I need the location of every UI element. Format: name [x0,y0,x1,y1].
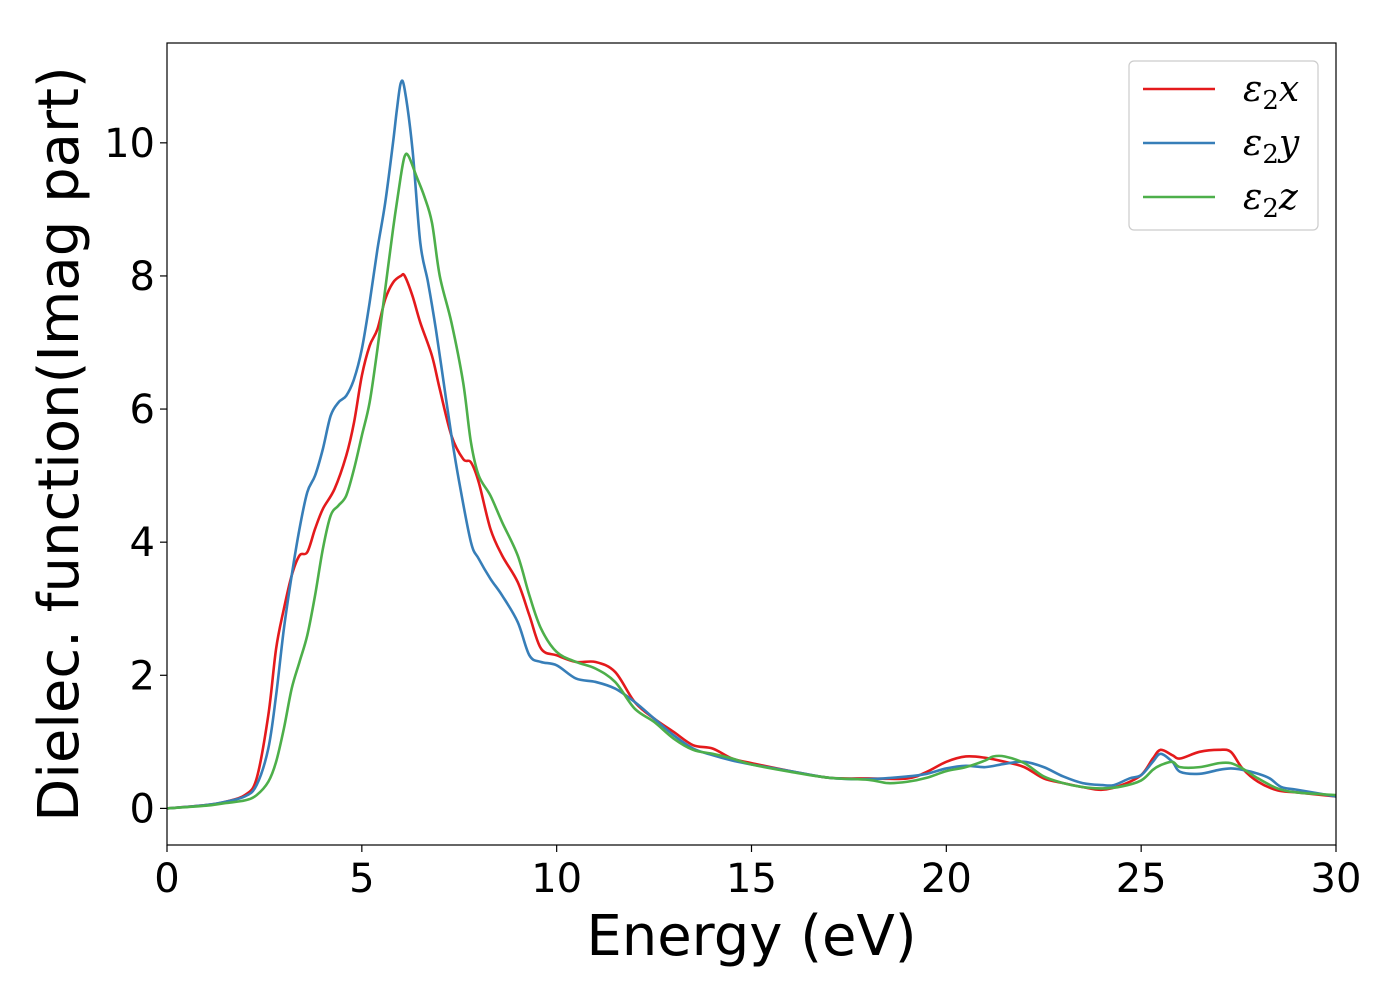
x-tick-label: 20 [921,856,972,902]
x-tick-label: 30 [1311,856,1362,902]
legend-label-x: ε2x [1243,69,1299,116]
y-tick-label: 10 [104,121,155,167]
legend: ε2x ε2y ε2z [1128,60,1319,231]
x-tick-label: 0 [154,856,179,902]
y-tick-label: 4 [130,520,155,566]
legend-label-y: ε2y [1243,123,1300,170]
series-line-y [167,79,1336,810]
x-tick-label: 5 [349,856,374,902]
y-tick-label: 6 [130,387,155,433]
series-layer [167,79,1336,810]
x-tick-label: 10 [531,856,582,902]
y-tick-label: 2 [130,653,155,699]
x-tick-label: 25 [1116,856,1167,902]
legend-box [1128,60,1319,231]
legend-label-z: ε2z [1243,177,1299,224]
x-tick-label: 15 [726,856,777,902]
x-axis-title: Energy (eV) [586,904,916,969]
tick-layer: 0 5 10 15 20 25 30 0 2 4 6 8 10 [104,121,1361,902]
y-axis-title: Dielec. function(Imag part) [27,66,92,822]
y-tick-label: 8 [130,254,155,300]
y-tick-label: 0 [130,786,155,832]
series-line-z [167,152,1336,810]
